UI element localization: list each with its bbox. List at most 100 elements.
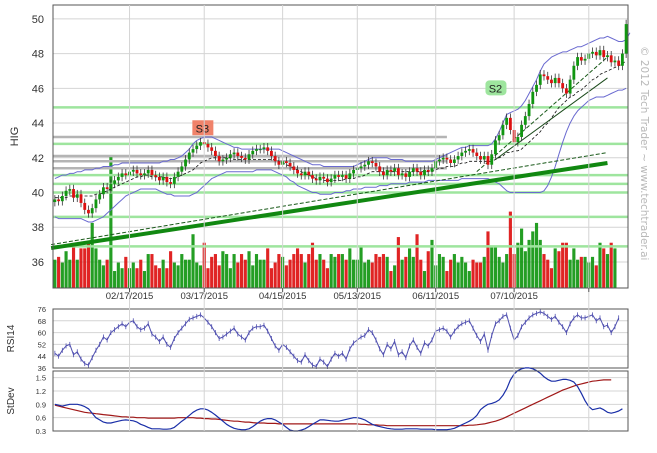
candle	[583, 54, 587, 65]
stddev-tick-label: 0.9	[36, 400, 46, 409]
volume-bar	[363, 262, 367, 288]
rsi-tick-label: 76	[38, 305, 46, 314]
stddev-axis-label: StDev	[6, 387, 17, 414]
candle	[494, 136, 497, 159]
volume-bar	[553, 248, 557, 288]
candle-body	[572, 65, 576, 80]
candle	[445, 153, 449, 164]
candle	[419, 167, 423, 180]
volume-bar	[602, 248, 606, 288]
candle-body	[382, 171, 385, 176]
candle	[340, 170, 344, 182]
candle	[329, 174, 333, 187]
candle	[139, 169, 143, 180]
candle	[187, 148, 191, 164]
candle	[79, 189, 83, 208]
volume-bar	[381, 254, 386, 288]
candle	[240, 151, 243, 163]
rsi-axis-label: RSI14	[6, 324, 17, 352]
candle	[411, 163, 415, 177]
volume-bar	[344, 259, 348, 288]
volume-bar	[60, 262, 64, 288]
candle	[105, 182, 109, 194]
volume-bar	[154, 265, 158, 288]
volume-bar	[228, 268, 232, 288]
volume-bar	[329, 254, 333, 288]
volume-bar	[520, 228, 524, 288]
candle-body	[255, 149, 258, 151]
volume-bar	[445, 271, 449, 288]
volume-bar	[247, 251, 251, 288]
volume-bar	[288, 259, 292, 288]
candle-body	[232, 152, 236, 155]
volume-bar	[86, 242, 91, 288]
candle-body	[273, 156, 277, 162]
candle	[184, 155, 187, 171]
volume-bar	[75, 259, 79, 288]
candle	[333, 170, 337, 183]
candle-body	[292, 166, 296, 170]
candle	[385, 165, 389, 180]
candle	[475, 148, 479, 161]
candle	[535, 80, 538, 97]
stddev-tick-label: 1.2	[36, 387, 46, 396]
volume-bar	[478, 262, 483, 288]
candle-body	[176, 171, 180, 177]
candle-body	[411, 168, 415, 172]
candle-body	[408, 171, 411, 177]
volume-bar	[239, 254, 244, 288]
x-tick-label: 07/10/2015	[490, 291, 538, 302]
volume-bar	[258, 259, 262, 288]
volume-bar	[415, 234, 419, 288]
volume-bar	[538, 239, 542, 288]
candle-body	[172, 176, 176, 184]
candle	[262, 143, 266, 154]
volume-bar	[497, 256, 501, 288]
candle	[307, 167, 311, 180]
candle-body	[598, 50, 602, 56]
candle-body	[75, 194, 79, 198]
volume-bar	[251, 265, 255, 288]
volume-bar	[467, 271, 471, 288]
candle-body	[617, 60, 621, 66]
candle-body	[303, 171, 307, 176]
volume-bar	[157, 268, 161, 288]
candle	[438, 155, 441, 166]
candle	[217, 151, 221, 166]
candle	[143, 169, 146, 180]
candle-body	[426, 169, 430, 172]
candle	[456, 151, 460, 164]
candle-body	[72, 189, 75, 198]
candle-body	[367, 161, 370, 165]
watermark: © 2012 Tech Trader ~ www.techtrader.ai	[638, 46, 650, 260]
candle	[393, 163, 397, 177]
candle	[464, 146, 467, 157]
candle-body	[157, 176, 161, 181]
candle	[277, 156, 281, 170]
volume-bar	[142, 271, 147, 288]
volume-bar	[579, 256, 583, 288]
rsi-tick-label: 36	[38, 364, 46, 373]
volume-bar	[113, 271, 117, 288]
candle	[258, 144, 262, 154]
candle-body	[270, 150, 273, 157]
candle-body	[546, 76, 550, 80]
candle-body	[90, 208, 94, 214]
candle-body	[516, 136, 520, 143]
candle	[396, 163, 400, 180]
candle-body	[161, 176, 165, 181]
x-tick-label: 06/11/2015	[412, 291, 459, 302]
candle	[408, 167, 411, 182]
candle	[490, 149, 494, 170]
candle-body	[501, 124, 505, 136]
candle	[214, 146, 217, 161]
volume-bar	[501, 262, 505, 288]
x-tick-label: 02/17/2015	[106, 291, 154, 302]
candle-body	[243, 157, 247, 160]
candle	[497, 130, 501, 145]
volume-bar	[437, 254, 442, 288]
rsi-panel-frame	[52, 308, 629, 369]
candle	[228, 149, 232, 163]
volume-bar	[400, 259, 404, 288]
